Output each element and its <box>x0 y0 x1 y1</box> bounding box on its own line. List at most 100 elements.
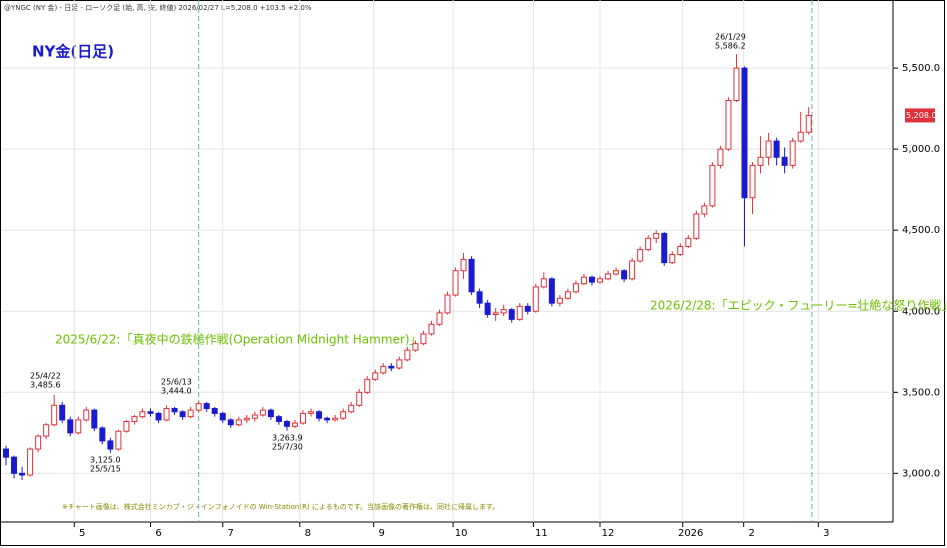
candle-body <box>436 312 443 325</box>
annotation: 3,444.0 <box>161 387 192 396</box>
candle-body <box>452 270 459 296</box>
candle-body <box>765 140 772 158</box>
candle-body <box>283 420 290 427</box>
candle-body <box>532 286 539 312</box>
candle-body <box>428 323 435 335</box>
candle-body <box>291 422 298 427</box>
x-tick-label: 12 <box>602 528 615 539</box>
candle-body <box>75 419 82 434</box>
candle-body <box>251 414 258 419</box>
candle-body <box>19 472 26 476</box>
candle-body <box>645 237 652 251</box>
candle-body <box>219 412 226 421</box>
candle-body <box>372 372 379 380</box>
candle-body <box>3 448 10 458</box>
annotation: 5,586.2 <box>715 42 746 51</box>
candle-body <box>701 205 708 215</box>
candle-body <box>572 283 579 293</box>
candle-body <box>773 140 780 158</box>
annotation: 25/7/30 <box>272 443 303 452</box>
candle-body <box>661 232 668 264</box>
candle-body <box>404 349 411 361</box>
candle-body <box>500 309 507 314</box>
x-tick-label: 10 <box>455 528 468 539</box>
candle-body <box>139 411 146 418</box>
candle-body <box>300 412 307 424</box>
candle-body <box>131 416 138 422</box>
candle-body <box>597 278 604 283</box>
annotation: 25/4/22 <box>30 372 61 381</box>
event-label: 2026/2/28:「エピック・フューリー=壮絶な怒り作戦」 <box>650 298 947 313</box>
candle-body <box>179 411 186 418</box>
y-tick-label: 5,000.0 <box>902 144 940 155</box>
chart-title: NY金(日足) <box>32 43 114 61</box>
candle-body <box>203 403 210 410</box>
candle-body <box>107 440 114 450</box>
candle-body <box>380 365 387 374</box>
annotation: 26/1/29 <box>715 33 746 42</box>
last-price-box <box>905 108 935 123</box>
x-tick-label: 5 <box>79 528 85 539</box>
candle-body <box>757 156 764 166</box>
candle-body <box>749 164 756 199</box>
x-tick-label: 3 <box>823 528 829 539</box>
annotation: 3,125.0 <box>90 456 121 465</box>
candle-body <box>725 100 732 150</box>
candle-body <box>805 114 812 133</box>
x-tick-label: 2 <box>749 528 755 539</box>
candle-body <box>388 365 395 369</box>
candle-body <box>123 420 130 432</box>
candle-body <box>733 67 740 102</box>
x-tick-label: 6 <box>155 528 161 539</box>
candle-body <box>51 404 58 426</box>
candle-body <box>516 305 523 320</box>
x-tick-label: 11 <box>535 528 548 539</box>
candle-body <box>340 411 347 419</box>
annotation: 3,263.9 <box>272 434 303 443</box>
candle-body <box>781 156 788 166</box>
candle-body <box>621 270 628 280</box>
candle-body <box>540 278 547 288</box>
candle-body <box>508 309 515 320</box>
y-tick-label: 4,000.0 <box>902 306 940 317</box>
event-label: 2025/6/22:「真夜中の鉄槌作戦(Operation Midnight H… <box>55 332 422 347</box>
candle-body <box>267 409 274 418</box>
candle-body <box>35 435 42 450</box>
candle-body <box>147 411 154 414</box>
header: @YNGC (NY 金) - 日足 - ローソク足 (始, 高, 安, 終値) … <box>4 3 312 12</box>
candle-body <box>484 302 491 315</box>
y-tick-label: 4,500.0 <box>902 225 940 236</box>
candle-body <box>412 343 419 351</box>
candle-body <box>83 409 90 421</box>
candle-body <box>27 448 34 476</box>
candle-body <box>653 232 660 239</box>
candle-body <box>67 419 74 434</box>
annotation: 3,485.6 <box>30 381 61 390</box>
candle-body <box>580 276 587 285</box>
candle-body <box>677 245 684 256</box>
candle-body <box>316 411 323 419</box>
candle-body <box>348 404 355 413</box>
candle-body <box>235 419 242 426</box>
candle-body <box>629 260 636 280</box>
candle-body <box>195 403 202 411</box>
candle-body <box>492 312 499 315</box>
candle-body <box>11 456 18 474</box>
candle-body <box>308 411 315 414</box>
candle-body <box>637 249 644 262</box>
y-tick-label: 3,500.0 <box>902 387 940 398</box>
candle-body <box>396 359 403 369</box>
candle-body <box>709 164 716 207</box>
x-tick-label: 8 <box>305 528 311 539</box>
candle-body <box>797 131 804 142</box>
candle-body <box>211 408 218 414</box>
candle-body <box>588 276 595 283</box>
candle-body <box>59 404 66 421</box>
candle-body <box>420 333 427 345</box>
candle-body <box>669 254 676 264</box>
candle-body <box>741 67 748 199</box>
candle-body <box>259 409 266 416</box>
candle-body <box>43 424 50 437</box>
candle-body <box>556 297 563 304</box>
candle-body <box>364 378 371 393</box>
